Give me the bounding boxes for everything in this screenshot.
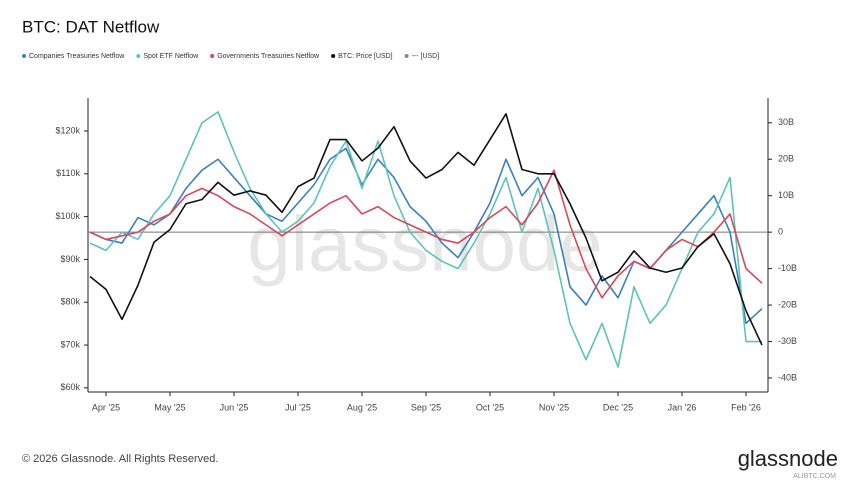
y2-tick-label: -20B	[778, 299, 797, 309]
y-tick-label: $120k	[55, 125, 80, 135]
x-tick-label: May '25	[154, 402, 185, 412]
logo: glassnode	[738, 446, 838, 471]
footer: © 2026 Glassnode. All Rights Reserved.	[22, 453, 218, 465]
x-tick-label: Nov '25	[539, 402, 569, 412]
y-tick-label: $60k	[60, 382, 80, 392]
x-tick-label: Aug '25	[347, 402, 377, 412]
y-tick-label: $90k	[60, 254, 80, 264]
series-line	[89, 111, 762, 368]
y2-tick-label: 30B	[778, 117, 794, 127]
legend-swatch	[22, 54, 26, 58]
legend-label: Governments Treasuries Netflow	[217, 53, 320, 60]
y2-tick-label: 0	[778, 227, 783, 237]
y-tick-label: $100k	[55, 211, 80, 221]
y2-tick-label: 10B	[778, 190, 794, 200]
x-tick-label: Jan '26	[668, 402, 697, 412]
chart-title: BTC: DAT Netflow	[22, 17, 160, 36]
legend-swatch	[210, 54, 215, 58]
x-tick-label: Jun '25	[220, 402, 249, 412]
x-tick-label: Feb '26	[731, 402, 761, 412]
legend-swatch	[404, 54, 409, 58]
legend-swatch	[331, 54, 336, 58]
x-tick-label: Sep '25	[411, 402, 441, 412]
x-tick-label: Jul '25	[285, 402, 311, 412]
y-tick-label: $110k	[56, 168, 80, 178]
logo-sub: ALIBTC.COM	[793, 473, 836, 480]
x-tick-label: Apr '25	[92, 402, 120, 412]
legend-label: Companies Treasuries Netflow	[29, 53, 125, 60]
y2-tick-label: -30B	[778, 336, 797, 346]
legend-label: BTC: Price [USD]	[338, 53, 393, 60]
legend-label: --- [USD]	[412, 53, 440, 60]
y2-tick-label: -40B	[778, 372, 797, 382]
y2-tick-label: 20B	[778, 154, 794, 164]
y-tick-label: $70k	[60, 339, 80, 349]
y-tick-label: $80k	[60, 297, 80, 307]
legend-label: Spot ETF Netflow	[143, 53, 199, 60]
legend-swatch	[136, 54, 141, 58]
watermark: glassnode	[247, 200, 603, 288]
y2-tick-label: -10B	[778, 263, 797, 273]
x-tick-label: Dec '25	[603, 402, 633, 412]
series-line	[89, 113, 763, 346]
x-tick-label: Oct '25	[476, 402, 504, 412]
